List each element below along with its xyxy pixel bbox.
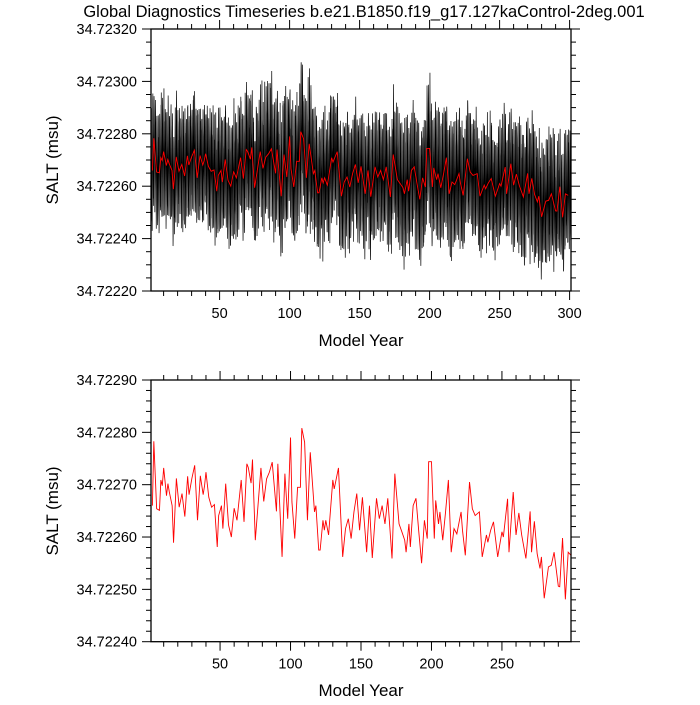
x-tick-label: 100	[278, 657, 302, 673]
x-tick-label: 250	[487, 306, 511, 322]
y-tick-label: 34.72260	[77, 530, 137, 546]
x-tick-label: 200	[417, 306, 441, 322]
top-panel: 50 100 150 200 250 300 34.72220 34.72240 34.7226…	[77, 20, 582, 322]
y-tick-label: 34.72250	[77, 582, 137, 598]
annual-mean-line	[151, 131, 569, 218]
y-tick-label: 34.72240	[77, 635, 137, 651]
bottom-panel: 50 100 150 200 250 34.72240 34.72250 34.72260 34…	[77, 371, 580, 673]
y-tick-label: 34.72260	[77, 179, 137, 195]
y-tick-label: 34.72280	[77, 127, 137, 143]
y-tick-label: 34.72270	[77, 478, 137, 494]
top-y-axis-title: SALT (msu)	[43, 115, 62, 204]
y-tick-label: 34.72300	[77, 74, 137, 90]
y-tick-label: 34.72240	[77, 232, 137, 248]
x-tick-label: 50	[212, 657, 228, 673]
bottom-y-axis-title: SALT (msu)	[43, 466, 62, 555]
y-tick-label: 34.72290	[77, 373, 137, 389]
x-tick-label: 150	[347, 306, 371, 322]
y-tick-label: 34.72280	[77, 425, 137, 441]
x-tick-label: 200	[419, 657, 443, 673]
y-tick-label: 34.72220	[77, 284, 137, 300]
top-x-axis-title: Model Year	[318, 331, 403, 350]
x-tick-label: 250	[490, 657, 514, 673]
x-tick-label: 50	[212, 306, 228, 322]
x-tick-label: 150	[349, 657, 373, 673]
annual-mean-line	[151, 428, 571, 600]
chart-title: Global Diagnostics Timeseries b.e21.B185…	[83, 3, 644, 21]
y-tick-label: 34.72320	[77, 22, 137, 38]
x-tick-label: 300	[557, 306, 581, 322]
x-tick-label: 100	[277, 306, 301, 322]
bottom-x-axis-title: Model Year	[318, 681, 403, 700]
